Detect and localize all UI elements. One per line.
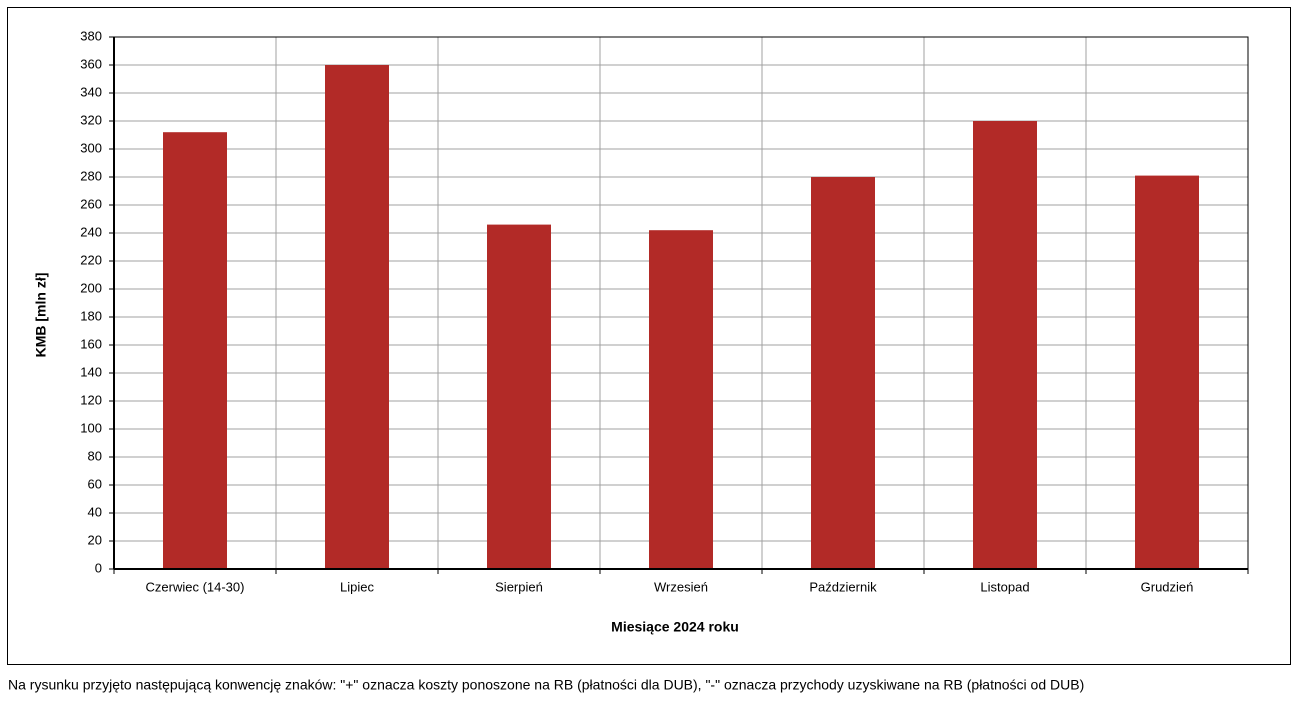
bar <box>811 177 875 569</box>
y-tick-label: 300 <box>80 140 102 155</box>
bar <box>1135 175 1199 569</box>
y-tick-label: 20 <box>88 532 102 547</box>
caption: Na rysunku przyjęto następującą konwencj… <box>8 677 1084 693</box>
y-axis-label: KMB [mln zł] <box>33 273 49 358</box>
y-tick-label: 220 <box>80 252 102 267</box>
y-tick-label: 0 <box>95 560 102 575</box>
y-tick-label: 360 <box>80 56 102 71</box>
bar <box>163 132 227 569</box>
x-tick-label: Wrzesień <box>654 579 708 594</box>
bar <box>487 224 551 569</box>
y-tick-label: 80 <box>88 448 102 463</box>
y-tick-label: 180 <box>80 308 102 323</box>
y-tick-label: 380 <box>80 28 102 43</box>
bar <box>325 65 389 569</box>
y-tick-label: 340 <box>80 84 102 99</box>
x-tick-label: Czerwiec (14-30) <box>146 579 245 594</box>
bar <box>649 230 713 569</box>
x-tick-label: Lipiec <box>340 579 374 594</box>
x-axis-label: Miesiące 2024 roku <box>611 619 739 635</box>
bar <box>973 121 1037 569</box>
y-tick-label: 100 <box>80 420 102 435</box>
x-tick-label: Listopad <box>980 579 1029 594</box>
y-tick-label: 60 <box>88 476 102 491</box>
y-tick-label: 200 <box>80 280 102 295</box>
y-tick-label: 280 <box>80 168 102 183</box>
y-tick-label: 140 <box>80 364 102 379</box>
x-tick-label: Grudzień <box>1141 579 1194 594</box>
y-tick-label: 120 <box>80 392 102 407</box>
y-tick-label: 40 <box>88 504 102 519</box>
y-tick-label: 160 <box>80 336 102 351</box>
y-tick-label: 320 <box>80 112 102 127</box>
y-tick-label: 260 <box>80 196 102 211</box>
x-tick-label: Październik <box>809 579 877 594</box>
x-tick-label: Sierpień <box>495 579 543 594</box>
y-tick-label: 240 <box>80 224 102 239</box>
